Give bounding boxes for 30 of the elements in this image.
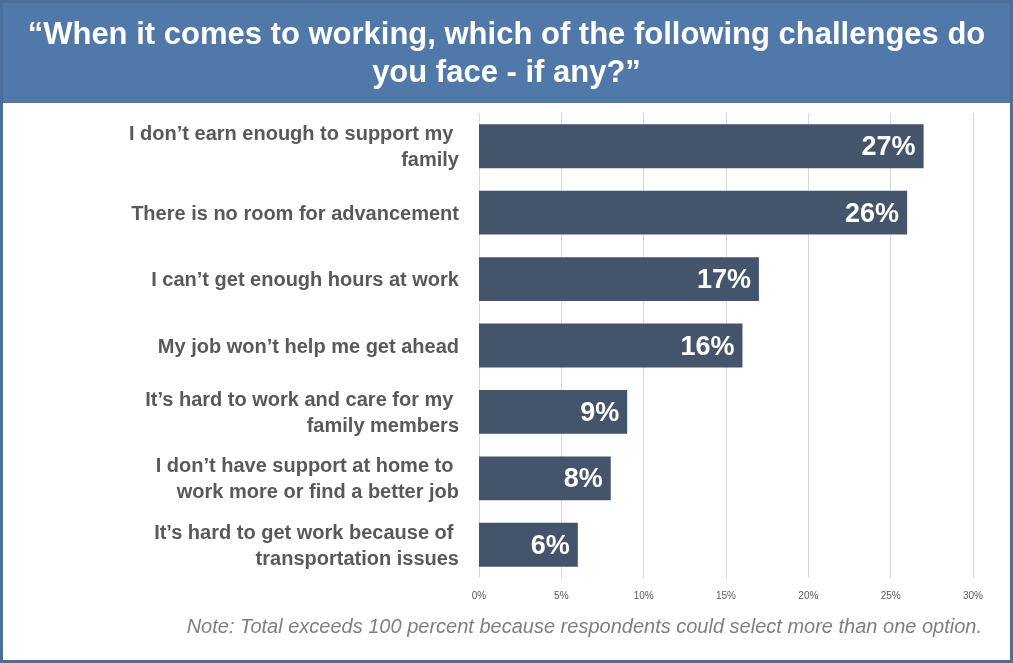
x-tick-label: 0% xyxy=(471,589,487,601)
data-label: 8% xyxy=(563,463,603,494)
text: Note: Total exceeds 100 percent because respondents could select more than one option. xyxy=(186,615,982,638)
bar xyxy=(479,522,578,567)
chart-title: “When it comes to working, which of the following challenges do you face - if any?” xyxy=(3,3,1010,103)
y-tick-label: It’s hard to work and care for my family members xyxy=(145,387,459,436)
bar xyxy=(479,323,743,368)
data-label: 27% xyxy=(861,131,916,162)
x-tick-label: 15% xyxy=(715,589,737,601)
data-label: 17% xyxy=(696,264,751,295)
bar xyxy=(479,124,924,169)
x-tick-label: 30% xyxy=(962,589,984,601)
data-label: 16% xyxy=(680,330,735,361)
data-label: 26% xyxy=(845,197,900,228)
y-tick-label: It’s hard to get work because of transportation issues xyxy=(154,520,459,569)
bar xyxy=(479,390,628,434)
y-tick-label: I don’t have support at home to work more or find a better job xyxy=(155,454,459,503)
x-tick-label: 20% xyxy=(798,589,819,601)
bar xyxy=(479,190,908,235)
y-tick-label: I don’t earn enough to support my family xyxy=(129,122,460,171)
x-tick-label: 5% xyxy=(554,589,569,601)
y-tick-label: My job won’t help me get ahead xyxy=(157,334,459,357)
y-tick-label: I can’t get enough hours at work xyxy=(151,268,460,291)
data-label: 9% xyxy=(580,396,620,427)
y-tick-label: There is no room for advancement xyxy=(131,201,460,224)
x-tick-label: 25% xyxy=(880,589,901,601)
data-label: 6% xyxy=(530,529,570,560)
bar xyxy=(479,257,759,301)
x-tick-label: 10% xyxy=(633,589,654,601)
bar xyxy=(479,456,611,501)
